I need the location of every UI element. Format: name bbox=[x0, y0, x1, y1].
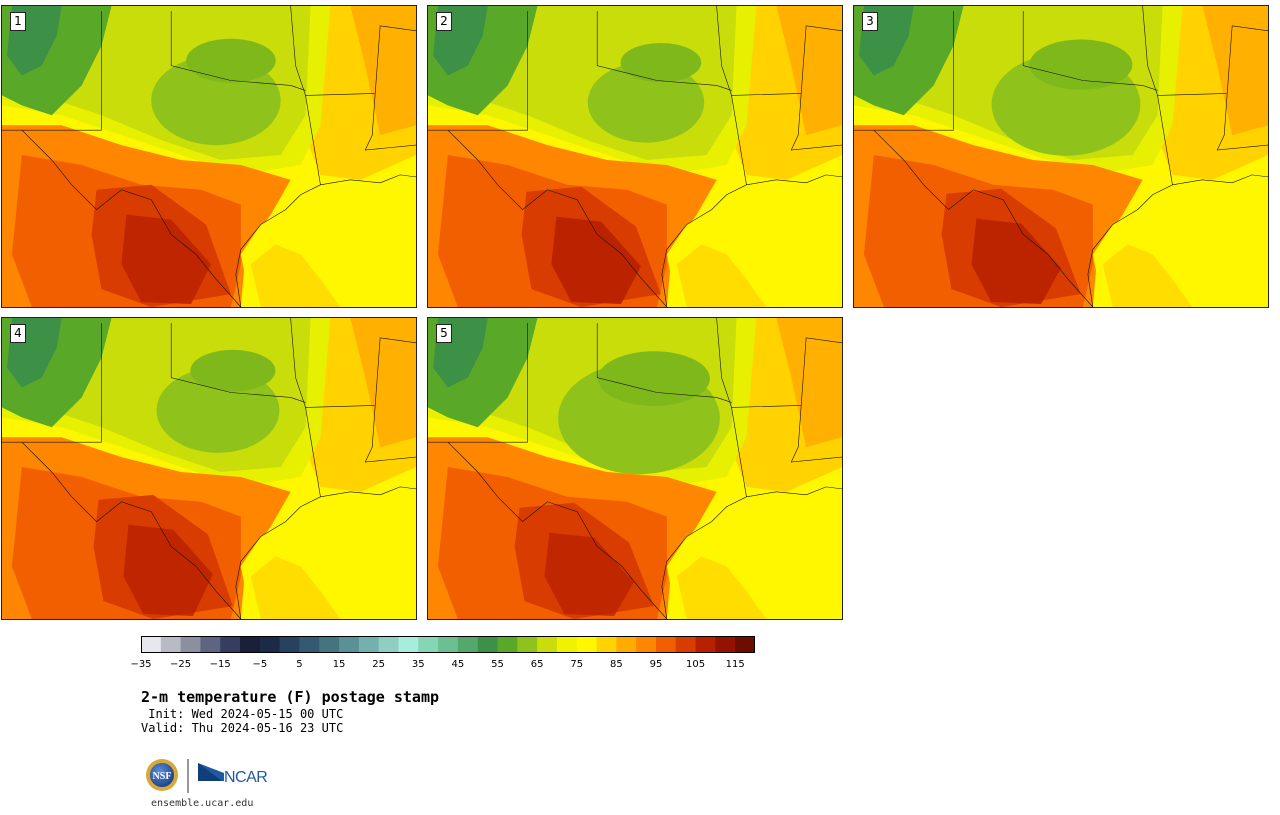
ncar-logo-icon: NCAR bbox=[198, 763, 268, 786]
map-panel-1: 1 bbox=[1, 5, 417, 308]
init-time: Init: Wed 2024-05-15 00 UTC bbox=[141, 707, 344, 721]
logos: NSF NCAR bbox=[146, 759, 268, 793]
colorbar-tick-label: 95 bbox=[649, 659, 663, 670]
colorbar-swatch bbox=[279, 636, 300, 653]
colorbar-swatch bbox=[160, 636, 182, 653]
colorbar-swatch bbox=[180, 636, 201, 653]
colorbar-swatch bbox=[636, 636, 657, 653]
colorbar-swatch bbox=[418, 636, 439, 653]
colorbar-swatch bbox=[616, 636, 637, 653]
colorbar-swatch bbox=[596, 636, 617, 653]
colorbar-tick-label: 35 bbox=[411, 659, 425, 670]
colorbar-swatch bbox=[477, 636, 498, 653]
colorbar-swatch bbox=[537, 636, 558, 653]
colorbar-tick-label: 105 bbox=[686, 659, 706, 670]
colorbar-swatch bbox=[675, 636, 696, 653]
temperature-map bbox=[2, 6, 416, 307]
temperature-map bbox=[854, 6, 1268, 307]
map-panel-5: 5 bbox=[427, 317, 843, 620]
colorbar-swatch bbox=[576, 636, 597, 653]
panel-number: 5 bbox=[436, 324, 452, 343]
temperature-map bbox=[428, 318, 842, 619]
map-panel-4: 4 bbox=[1, 317, 417, 620]
panel-number: 2 bbox=[436, 12, 452, 31]
colorbar-swatch bbox=[200, 636, 221, 653]
colorbar-swatch bbox=[438, 636, 459, 653]
website-url: ensemble.ucar.edu bbox=[151, 798, 254, 809]
colorbar-tick-label: 15 bbox=[332, 659, 346, 670]
map-panel-3: 3 bbox=[853, 5, 1269, 308]
colorbar-swatch bbox=[655, 636, 677, 653]
nsf-logo-icon: NSF bbox=[146, 759, 178, 791]
figure-title: 2-m temperature (F) postage stamp bbox=[141, 688, 440, 706]
colorbar-tick-label: −5 bbox=[252, 659, 268, 670]
map-panel-2: 2 bbox=[427, 5, 843, 308]
colorbar-tick-label: 45 bbox=[451, 659, 465, 670]
colorbar-swatch bbox=[358, 636, 380, 653]
colorbar-tick-label: 115 bbox=[725, 659, 745, 670]
colorbar-swatch bbox=[259, 636, 281, 653]
colorbar-swatch bbox=[339, 636, 360, 653]
colorbar-tick-label: 85 bbox=[609, 659, 623, 670]
colorbar-swatch bbox=[556, 636, 578, 653]
colorbar-tick-label: 75 bbox=[570, 659, 584, 670]
colorbar-tick-label: −25 bbox=[170, 659, 192, 670]
valid-time: Valid: Thu 2024-05-16 23 UTC bbox=[141, 721, 344, 735]
colorbar-swatch bbox=[695, 636, 716, 653]
colorbar-tick-label: 65 bbox=[530, 659, 544, 670]
panel-number: 4 bbox=[10, 324, 26, 343]
colorbar-tick-label: 25 bbox=[372, 659, 386, 670]
colorbar-swatch bbox=[735, 636, 755, 653]
panel-number: 3 bbox=[862, 12, 878, 31]
panel-number: 1 bbox=[10, 12, 26, 31]
colorbar-tick-labels: −35 −25 −15 −5 5 15 25 35 45 55 65 75 85 95 105 115 bbox=[130, 659, 755, 673]
colorbar-tick-label: −35 bbox=[130, 659, 152, 670]
temperature-map bbox=[428, 6, 842, 307]
colorbar-swatch bbox=[220, 636, 241, 653]
colorbar-swatch bbox=[240, 636, 261, 653]
temperature-colorbar bbox=[141, 636, 755, 653]
colorbar-swatch bbox=[299, 636, 320, 653]
colorbar-tick-label: 55 bbox=[491, 659, 504, 670]
colorbar-tick-label: 5 bbox=[296, 659, 303, 670]
colorbar-swatch bbox=[141, 636, 162, 653]
temperature-map bbox=[2, 318, 416, 619]
colorbar-swatch bbox=[497, 636, 518, 653]
colorbar-swatch bbox=[517, 636, 538, 653]
svg-text:NSF: NSF bbox=[153, 771, 172, 782]
colorbar-swatch bbox=[319, 636, 340, 653]
colorbar-swatch bbox=[715, 636, 736, 653]
colorbar-swatch bbox=[457, 636, 479, 653]
colorbar-swatch bbox=[378, 636, 399, 653]
svg-text:NCAR: NCAR bbox=[224, 769, 267, 786]
colorbar-swatch bbox=[398, 636, 419, 653]
colorbar-tick-label: −15 bbox=[209, 659, 231, 670]
